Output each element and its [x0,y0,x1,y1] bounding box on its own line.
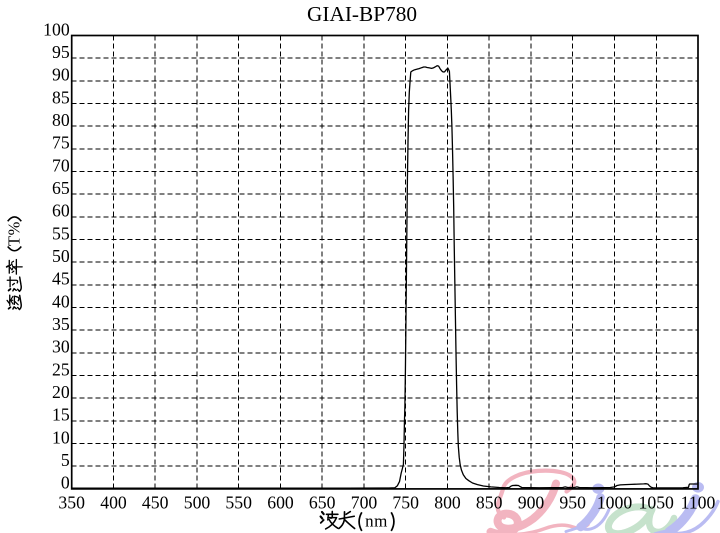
svg-text:650: 650 [309,492,336,512]
svg-text:80: 80 [52,110,70,130]
svg-text:1100: 1100 [681,492,716,512]
svg-text:GIAI-BP780: GIAI-BP780 [307,2,417,26]
svg-text:20: 20 [52,382,70,402]
svg-text:900: 900 [518,492,545,512]
svg-text:5: 5 [61,450,70,470]
svg-text:35: 35 [52,314,70,334]
svg-text:500: 500 [184,492,211,512]
svg-text:25: 25 [52,359,70,379]
svg-text:1050: 1050 [639,492,675,512]
svg-text:10: 10 [52,427,70,447]
svg-text:85: 85 [52,87,70,107]
svg-text:550: 550 [225,492,252,512]
svg-text:30: 30 [52,337,70,357]
svg-text:65: 65 [52,178,70,198]
svg-text:55: 55 [52,223,70,243]
svg-text:40: 40 [52,291,70,311]
svg-text:700: 700 [351,492,378,512]
svg-text:0: 0 [61,473,70,493]
svg-text:T%: T% [5,221,24,246]
svg-text:750: 750 [392,492,419,512]
svg-text:50: 50 [52,246,70,266]
svg-text:850: 850 [476,492,503,512]
svg-text:600: 600 [267,492,294,512]
svg-text:60: 60 [52,201,70,221]
svg-text:800: 800 [434,492,461,512]
svg-text:95: 95 [52,42,70,62]
svg-text:15: 15 [52,405,70,425]
svg-text:400: 400 [100,492,127,512]
svg-text:350: 350 [58,492,85,512]
svg-text:1000: 1000 [597,492,633,512]
svg-text:90: 90 [52,65,70,85]
svg-text:450: 450 [142,492,169,512]
svg-text:45: 45 [52,269,70,289]
svg-text:75: 75 [52,133,70,153]
svg-text:nm: nm [365,511,388,530]
svg-text:70: 70 [52,155,70,175]
svg-text:950: 950 [559,492,586,512]
svg-text:100: 100 [43,19,70,39]
